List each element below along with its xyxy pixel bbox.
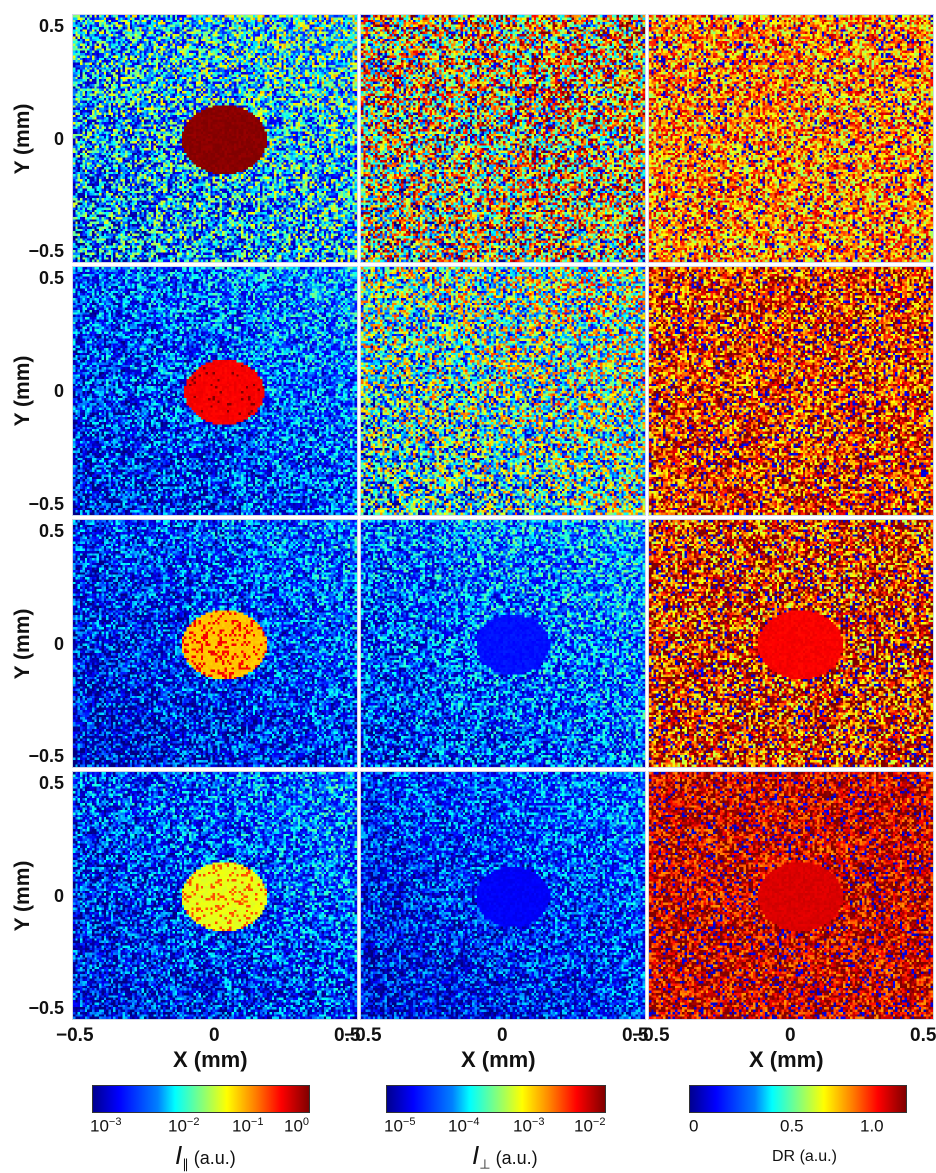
image-panel-r3-c2 — [360, 519, 646, 768]
y-tick-row-4-0: 0.5 — [38, 773, 64, 793]
cb-perp-tick-1: 10−4 — [448, 1116, 480, 1136]
y-tick-row-1-0: 0.5 — [38, 16, 64, 36]
image-panel-r2-c3 — [648, 266, 934, 516]
image-panel-canvas — [73, 15, 357, 262]
image-panel-r2-c1 — [72, 266, 358, 516]
x-tick-col-1-0: −0.5 — [56, 1025, 94, 1046]
cb-perp-tick-0: 10−5 — [384, 1116, 416, 1136]
x-axis-label-col-1: X (mm) — [173, 1047, 248, 1072]
cb-parallel-tick-3: 100 — [284, 1116, 310, 1136]
image-panel-canvas — [361, 267, 645, 515]
image-panel-canvas — [361, 15, 645, 262]
image-panel-r2-c2 — [360, 266, 646, 516]
y-tick-row-2-0: 0.5 — [38, 268, 64, 288]
image-panel-canvas — [649, 15, 933, 262]
y-tick-row-3-0: 0.5 — [38, 521, 64, 541]
cb-perp-tick-2: 10−3 — [513, 1116, 545, 1136]
cb-dr-label: DR (a.u.) — [772, 1148, 837, 1165]
y-tick-row-1-1: 0 — [53, 128, 64, 149]
cb-dr-tick-2: 1.0 — [860, 1116, 884, 1136]
x-tick-col-2-2: 0.5 — [622, 1025, 649, 1046]
x-tick-col-1-2: 0.5 — [334, 1025, 361, 1046]
image-panel-r4-c2 — [360, 771, 646, 1020]
image-panel-r1-c1 — [72, 14, 358, 263]
cb-parallel-tick-1: 10−2 — [168, 1116, 200, 1136]
cb-dr-tick-0: 0 — [689, 1116, 699, 1136]
image-panel-r1-c2 — [360, 14, 646, 263]
image-panel-canvas — [649, 772, 933, 1019]
cb-perp-tick-3: 10−2 — [574, 1116, 606, 1136]
x-tick-col-2-0: −0.5 — [344, 1025, 382, 1046]
x-tick-col-3-0: −0.5 — [632, 1025, 670, 1046]
image-panel-canvas — [361, 520, 645, 767]
x-tick-col-3-2: 0.5 — [910, 1025, 936, 1046]
image-panel-r3-c1 — [72, 519, 358, 768]
y-tick-row-4-1: 0 — [53, 885, 64, 906]
colorbar-dr-gradient — [689, 1085, 907, 1113]
x-axis-label-col-2: X (mm) — [461, 1047, 536, 1072]
image-panel-canvas — [649, 267, 933, 515]
colorbar-perpendicular-gradient — [386, 1085, 606, 1113]
cb-parallel-label: I∥ (a.u.) — [175, 1140, 236, 1172]
image-panel-r1-c3 — [648, 14, 934, 263]
image-panel-r3-c3 — [648, 519, 934, 768]
image-panel-canvas — [649, 520, 933, 767]
image-panel-canvas — [73, 772, 357, 1019]
y-tick-row-3-2: −0.5 — [28, 746, 64, 766]
x-axis-label-col-3: X (mm) — [749, 1047, 824, 1072]
image-panel-r4-c1 — [72, 771, 358, 1020]
image-panel-r4-c3 — [648, 771, 934, 1020]
y-tick-row-2-1: 0 — [53, 381, 64, 401]
image-panel-canvas — [73, 520, 357, 767]
y-tick-row-1-2: −0.5 — [28, 241, 64, 261]
cb-parallel-tick-2: 10−1 — [232, 1116, 264, 1136]
x-tick-col-3-1: 0 — [785, 1025, 796, 1046]
y-tick-row-3-1: 0 — [53, 633, 64, 654]
cb-perp-label: I⊥ (a.u.) — [472, 1140, 538, 1172]
image-panel-canvas — [73, 267, 357, 515]
image-panel-canvas — [361, 772, 645, 1019]
cb-parallel-tick-0: 10−3 — [90, 1116, 122, 1136]
x-tick-col-2-1: 0 — [497, 1025, 508, 1046]
y-tick-row-4-2: −0.5 — [28, 998, 64, 1018]
cb-dr-tick-1: 0.5 — [780, 1116, 804, 1136]
x-tick-col-1-1: 0 — [209, 1025, 220, 1046]
y-tick-row-2-2: −0.5 — [28, 494, 64, 514]
colorbar-parallel-gradient — [92, 1085, 310, 1113]
